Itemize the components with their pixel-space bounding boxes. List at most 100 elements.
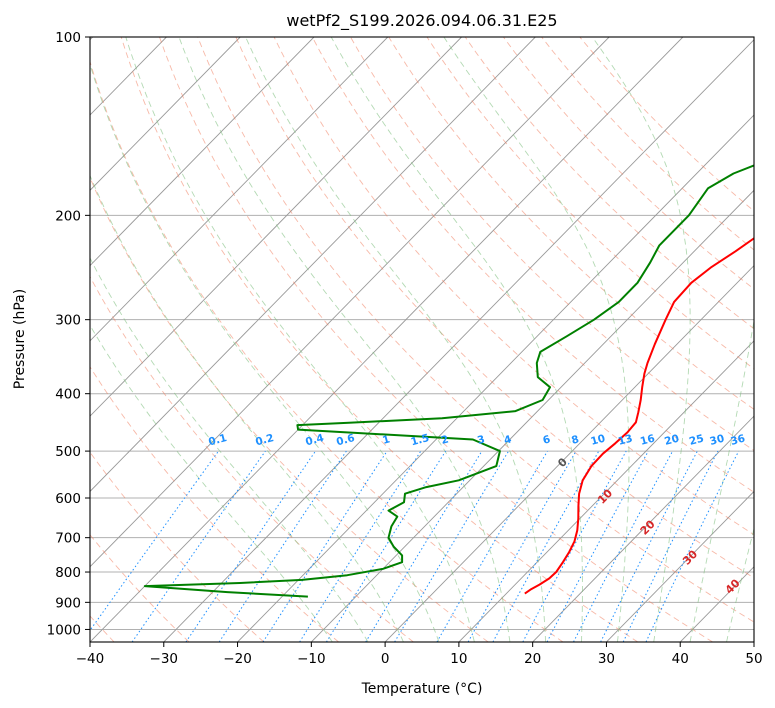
y-tick-label: 700 bbox=[55, 531, 81, 547]
x-tick-label: −30 bbox=[150, 651, 179, 667]
mixing-ratio-line bbox=[218, 450, 347, 642]
x-tick-label: 10 bbox=[450, 651, 467, 667]
y-tick-label: 100 bbox=[55, 30, 81, 46]
mixing-ratio-label: 25 bbox=[688, 433, 705, 448]
isotherm-line bbox=[90, 37, 462, 417]
mixing-ratio-label: 0.1 bbox=[207, 432, 228, 448]
chart-title: wetPf2_S199.2026.094.06.31.E25 bbox=[286, 11, 557, 31]
isotherm-line bbox=[90, 37, 684, 642]
moist-adiabat-line bbox=[90, 256, 369, 642]
dry-adiabat-line bbox=[90, 275, 414, 642]
y-tick-label: 400 bbox=[55, 387, 81, 403]
isotherm-line bbox=[163, 39, 754, 642]
dry-adiabat-line bbox=[235, 37, 754, 579]
mixing-ratio-line bbox=[325, 450, 447, 642]
dry-adiabat-line bbox=[90, 451, 265, 642]
mixing-ratio-line bbox=[90, 450, 219, 632]
dry-adiabat-line bbox=[159, 37, 713, 642]
mixing-ratio-line bbox=[467, 450, 577, 642]
isotherm-line bbox=[90, 37, 536, 493]
mixing-ratio-lines bbox=[90, 450, 740, 642]
dry-adiabat-line bbox=[90, 366, 339, 642]
mixing-ratio-line bbox=[522, 450, 627, 642]
theta-e-label: 10 bbox=[595, 486, 615, 506]
temperature-profile-line bbox=[524, 237, 754, 595]
dry-adiabat-line bbox=[388, 37, 754, 410]
mixing-ratio-label: 8 bbox=[570, 433, 580, 446]
isotherm-line bbox=[90, 37, 389, 342]
mixing-ratio-label: 30 bbox=[708, 433, 725, 448]
mixing-ratio-label: 4 bbox=[503, 433, 513, 446]
mixing-ratio-label: 1 bbox=[381, 433, 391, 446]
moist-adiabat-line bbox=[245, 37, 547, 642]
mixing-ratio-line bbox=[262, 450, 388, 642]
moist-adiabat-line bbox=[90, 324, 333, 642]
x-axis-ticks: −40 −30 −20 −10 0 10 20 30 40 50 bbox=[76, 642, 763, 667]
moist-adiabat-line bbox=[90, 62, 440, 642]
moist-adiabat-line bbox=[125, 37, 475, 642]
dry-adiabat-line bbox=[311, 37, 754, 493]
isobar-grid bbox=[90, 37, 754, 630]
x-tick-label: −40 bbox=[76, 651, 105, 667]
y-tick-label: 600 bbox=[55, 491, 81, 507]
mixing-ratio-line bbox=[436, 450, 548, 642]
theta-e-label: 30 bbox=[680, 547, 700, 567]
mixing-ratio-line bbox=[645, 450, 740, 642]
mixing-ratio-line bbox=[185, 450, 316, 642]
mixing-ratio-label: 36 bbox=[729, 433, 746, 448]
dry-adiabat-line bbox=[120, 37, 639, 642]
mixing-ratio-label: 0.6 bbox=[335, 432, 356, 448]
dry-adiabat-line bbox=[503, 37, 754, 290]
moist-adiabat-line bbox=[90, 174, 404, 642]
dry-adiabat-line bbox=[90, 176, 489, 642]
dry-adiabat-line bbox=[90, 60, 564, 642]
isotherm-line bbox=[90, 37, 315, 267]
dry-adiabats bbox=[90, 37, 754, 642]
mixing-ratio-label: 3 bbox=[476, 433, 486, 446]
dry-adiabat-line bbox=[90, 534, 190, 642]
moist-adiabat-line bbox=[330, 37, 583, 642]
x-tick-label: −20 bbox=[223, 651, 252, 667]
isotherm-line bbox=[90, 37, 610, 568]
dry-adiabat-line bbox=[273, 37, 754, 536]
plot-frame bbox=[89, 36, 755, 643]
isotherm-line bbox=[311, 189, 754, 642]
isotherm-lines bbox=[90, 37, 754, 642]
mixing-ratio-label: 16 bbox=[639, 433, 656, 448]
isotherm-line bbox=[237, 114, 754, 642]
isotherm-line bbox=[384, 264, 754, 642]
y-tick-label: 1000 bbox=[47, 622, 81, 638]
mixing-ratio-line bbox=[365, 450, 483, 642]
moist-adiabat-line bbox=[443, 37, 630, 642]
y-tick-label: 500 bbox=[55, 444, 81, 460]
isotherm-line bbox=[532, 415, 754, 642]
x-tick-label: 30 bbox=[598, 651, 615, 667]
plot-area: 0 10 20 30 40 0.1 0.2 0.4 0.6 1 1.5 2 3 4 6 8 10 13 16 20 25… bbox=[90, 37, 754, 642]
mixing-ratio-line bbox=[299, 450, 422, 642]
theta-e-label: 0 bbox=[555, 455, 570, 470]
mixing-ratio-line bbox=[622, 450, 719, 642]
y-tick-label: 300 bbox=[55, 313, 81, 329]
dry-adiabat-line bbox=[464, 37, 754, 330]
y-tick-label: 200 bbox=[55, 208, 81, 224]
isotherm-line bbox=[458, 340, 754, 642]
mixing-ratio-label: 1.5 bbox=[410, 432, 431, 448]
reference-line-labels: 0 10 20 30 40 0.1 0.2 0.4 0.6 1 1.5 2 3 4 6 8 10 13 16 20 25… bbox=[207, 432, 746, 597]
mixing-ratio-label: 20 bbox=[663, 433, 680, 448]
mixing-ratio-label: 0.2 bbox=[254, 432, 275, 448]
mixing-ratio-label: 2 bbox=[440, 433, 450, 446]
x-tick-label: 0 bbox=[381, 651, 390, 667]
x-axis-label: Temperature (°C) bbox=[361, 681, 483, 697]
isotherm-line bbox=[606, 490, 754, 642]
sounding-profiles bbox=[143, 164, 754, 598]
moist-adiabat-line bbox=[591, 37, 691, 642]
y-tick-label: 900 bbox=[55, 595, 81, 611]
theta-e-label: 40 bbox=[723, 576, 743, 596]
moist-adiabat-line bbox=[726, 526, 754, 642]
y-tick-label: 800 bbox=[55, 565, 81, 581]
dry-adiabat-line bbox=[579, 37, 754, 212]
mixing-ratio-line bbox=[573, 450, 674, 642]
isotherm-line bbox=[90, 37, 241, 191]
moist-adiabat-line bbox=[689, 318, 754, 642]
